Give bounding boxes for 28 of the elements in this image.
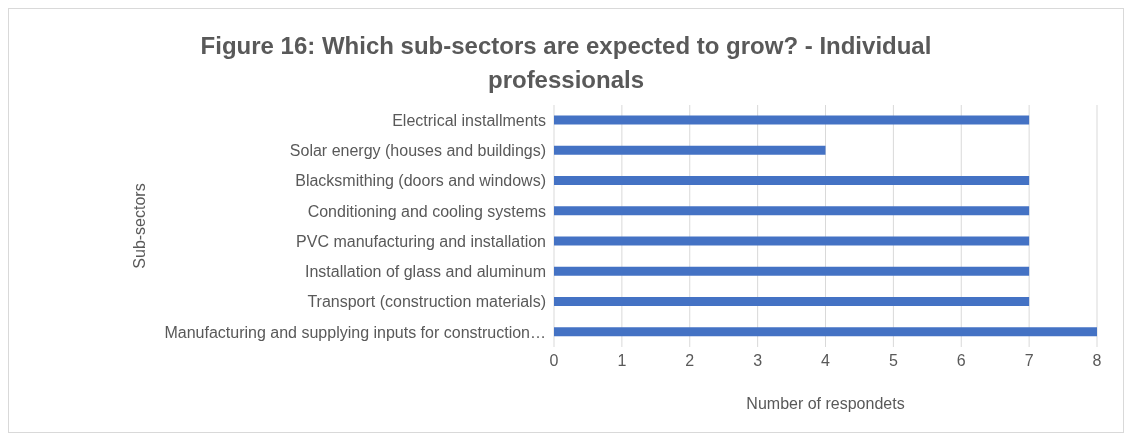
- bar: [554, 115, 1030, 125]
- x-tick-label: 0: [549, 352, 559, 370]
- bar: [554, 297, 1030, 307]
- x-tick-label: 5: [888, 352, 898, 370]
- y-tick-label: Solar energy (houses and buildings): [289, 142, 546, 160]
- y-tick-label: Manufacturing and supplying inputs for construction…: [164, 323, 546, 341]
- bar: [554, 145, 826, 155]
- y-axis-title: Sub-sectors: [130, 183, 148, 269]
- y-tick-label: Electrical installments: [392, 111, 546, 129]
- x-tick-label: 4: [821, 352, 831, 370]
- y-tick-label: Installation of glass and aluminum: [304, 263, 546, 281]
- x-tick-label: 8: [1092, 352, 1102, 370]
- y-tick-label: PVC manufacturing and installation: [296, 232, 546, 250]
- bar: [554, 327, 1097, 337]
- y-tick-label: Blacksmithing (doors and windows): [295, 172, 546, 190]
- x-axis-title: Number of respondets: [746, 395, 905, 412]
- bar: [554, 206, 1030, 216]
- bar: [554, 176, 1030, 186]
- x-tick-label: 2: [685, 352, 695, 370]
- y-tick-label: Conditioning and cooling systems: [307, 202, 546, 220]
- bar: [554, 266, 1030, 276]
- x-tick-label: 3: [753, 352, 763, 370]
- x-tick-label: 7: [1024, 352, 1034, 370]
- y-tick-label: Transport (construction materials): [307, 293, 546, 311]
- chart-title: Figure 16: Which sub-sectors are expected to grow? - Individual professionals: [199, 31, 933, 95]
- x-tick-label: 1: [617, 352, 627, 370]
- bar: [554, 236, 1030, 246]
- x-tick-label: 6: [956, 352, 966, 370]
